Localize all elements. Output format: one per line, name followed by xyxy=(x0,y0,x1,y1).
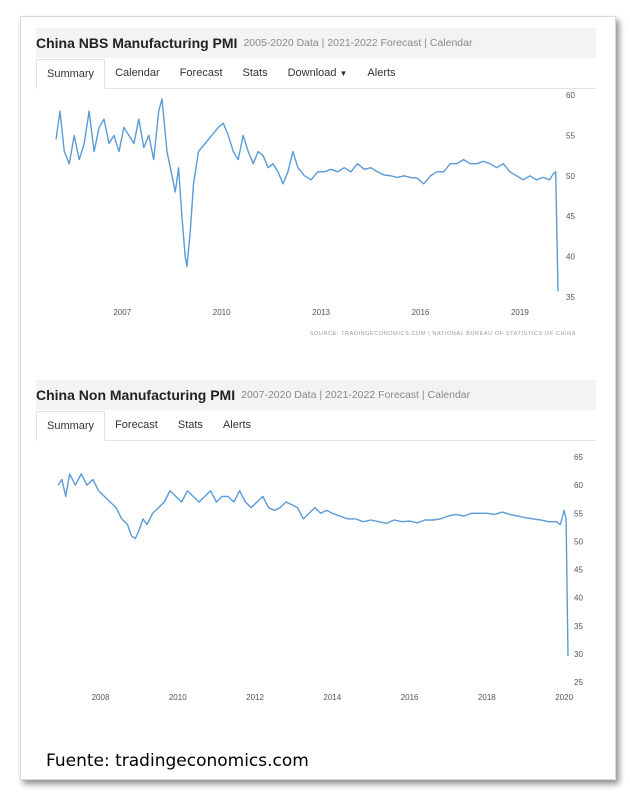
x-tick-label: 2010 xyxy=(169,693,187,702)
tab-summary[interactable]: Summary xyxy=(36,411,106,441)
y-tick-label: 45 xyxy=(574,566,583,575)
y-tick-label: 65 xyxy=(574,453,583,462)
panel-title-bar: China NBS Manufacturing PMI 2005-2020 Da… xyxy=(36,28,596,58)
y-tick-label: 25 xyxy=(574,678,583,687)
caret-down-icon: ▼ xyxy=(339,69,348,78)
x-tick-label: 2018 xyxy=(478,693,496,702)
source-note: SOURCE: TRADINGECONOMICS.COM | NATIONAL … xyxy=(310,331,576,337)
x-tick-label: 2007 xyxy=(113,308,131,317)
x-tick-label: 2014 xyxy=(323,693,341,702)
x-tick-label: 2016 xyxy=(412,308,430,317)
y-tick-label: 50 xyxy=(574,537,583,546)
tab-download-label: Download xyxy=(287,67,337,79)
series-line xyxy=(55,98,559,292)
chart-title: China NBS Manufacturing PMI xyxy=(36,35,238,51)
x-tick-label: 2016 xyxy=(401,693,419,702)
tab-summary[interactable]: Summary xyxy=(36,59,106,89)
y-tick-label: 45 xyxy=(566,212,575,221)
chart-subtitle[interactable]: 2005-2020 Data | 2021-2022 Forecast | Ca… xyxy=(243,37,473,49)
panel-title-bar: China Non Manufacturing PMI 2007-2020 Da… xyxy=(36,380,596,410)
x-tick-label: 2008 xyxy=(92,693,110,702)
y-tick-label: 40 xyxy=(566,253,575,262)
x-tick-label: 2012 xyxy=(246,693,264,702)
series-line xyxy=(57,473,569,657)
y-tick-label: 60 xyxy=(566,91,575,100)
tab-stats[interactable]: Stats xyxy=(177,419,203,431)
source-footer: Fuente: tradingeconomics.com xyxy=(46,751,309,771)
tab-alerts[interactable]: Alerts xyxy=(367,67,396,79)
tab-download[interactable]: Download ▼ xyxy=(278,67,358,88)
y-tick-label: 55 xyxy=(566,131,575,140)
x-tick-label: 2013 xyxy=(312,308,330,317)
tab-calendar[interactable]: Calendar xyxy=(115,67,160,79)
tab-forecast[interactable]: Forecast xyxy=(115,419,158,431)
y-tick-label: 30 xyxy=(574,650,583,659)
chart-title: China Non Manufacturing PMI xyxy=(36,387,236,403)
tab-forecast[interactable]: Forecast xyxy=(179,67,223,79)
x-tick-label: 2010 xyxy=(213,308,231,317)
tab-alerts[interactable]: Alerts xyxy=(222,419,252,431)
tab-stats[interactable]: Stats xyxy=(242,67,268,79)
y-tick-label: 50 xyxy=(566,172,575,181)
tab-bar: Summary Calendar Forecast Stats Download… xyxy=(36,58,596,89)
non-manufacturing-pmi-chart: 25 30 35 40 45 50 55 60 65 2008 2010 2012 2014 2016 20… xyxy=(57,453,583,702)
y-tick-label: 35 xyxy=(566,293,575,302)
x-tick-label: 2019 xyxy=(511,308,529,317)
manufacturing-pmi-panel: China NBS Manufacturing PMI 2005-2020 Da… xyxy=(36,28,596,353)
y-tick-label: 55 xyxy=(574,509,583,518)
non-manufacturing-pmi-panel: China Non Manufacturing PMI 2007-2020 Da… xyxy=(36,380,596,710)
chart-subtitle[interactable]: 2007-2020 Data | 2021-2022 Forecast | Ca… xyxy=(241,389,471,401)
y-tick-label: 35 xyxy=(574,622,583,631)
x-tick-label: 2020 xyxy=(555,693,573,702)
manufacturing-pmi-chart: 35 40 45 50 55 60 2007 2010 2013 2016 2019 SOURCE: … xyxy=(55,91,576,337)
y-tick-label: 40 xyxy=(574,594,583,603)
y-tick-label: 60 xyxy=(574,481,583,490)
tab-bar: Summary Forecast Stats Alerts xyxy=(36,410,596,441)
